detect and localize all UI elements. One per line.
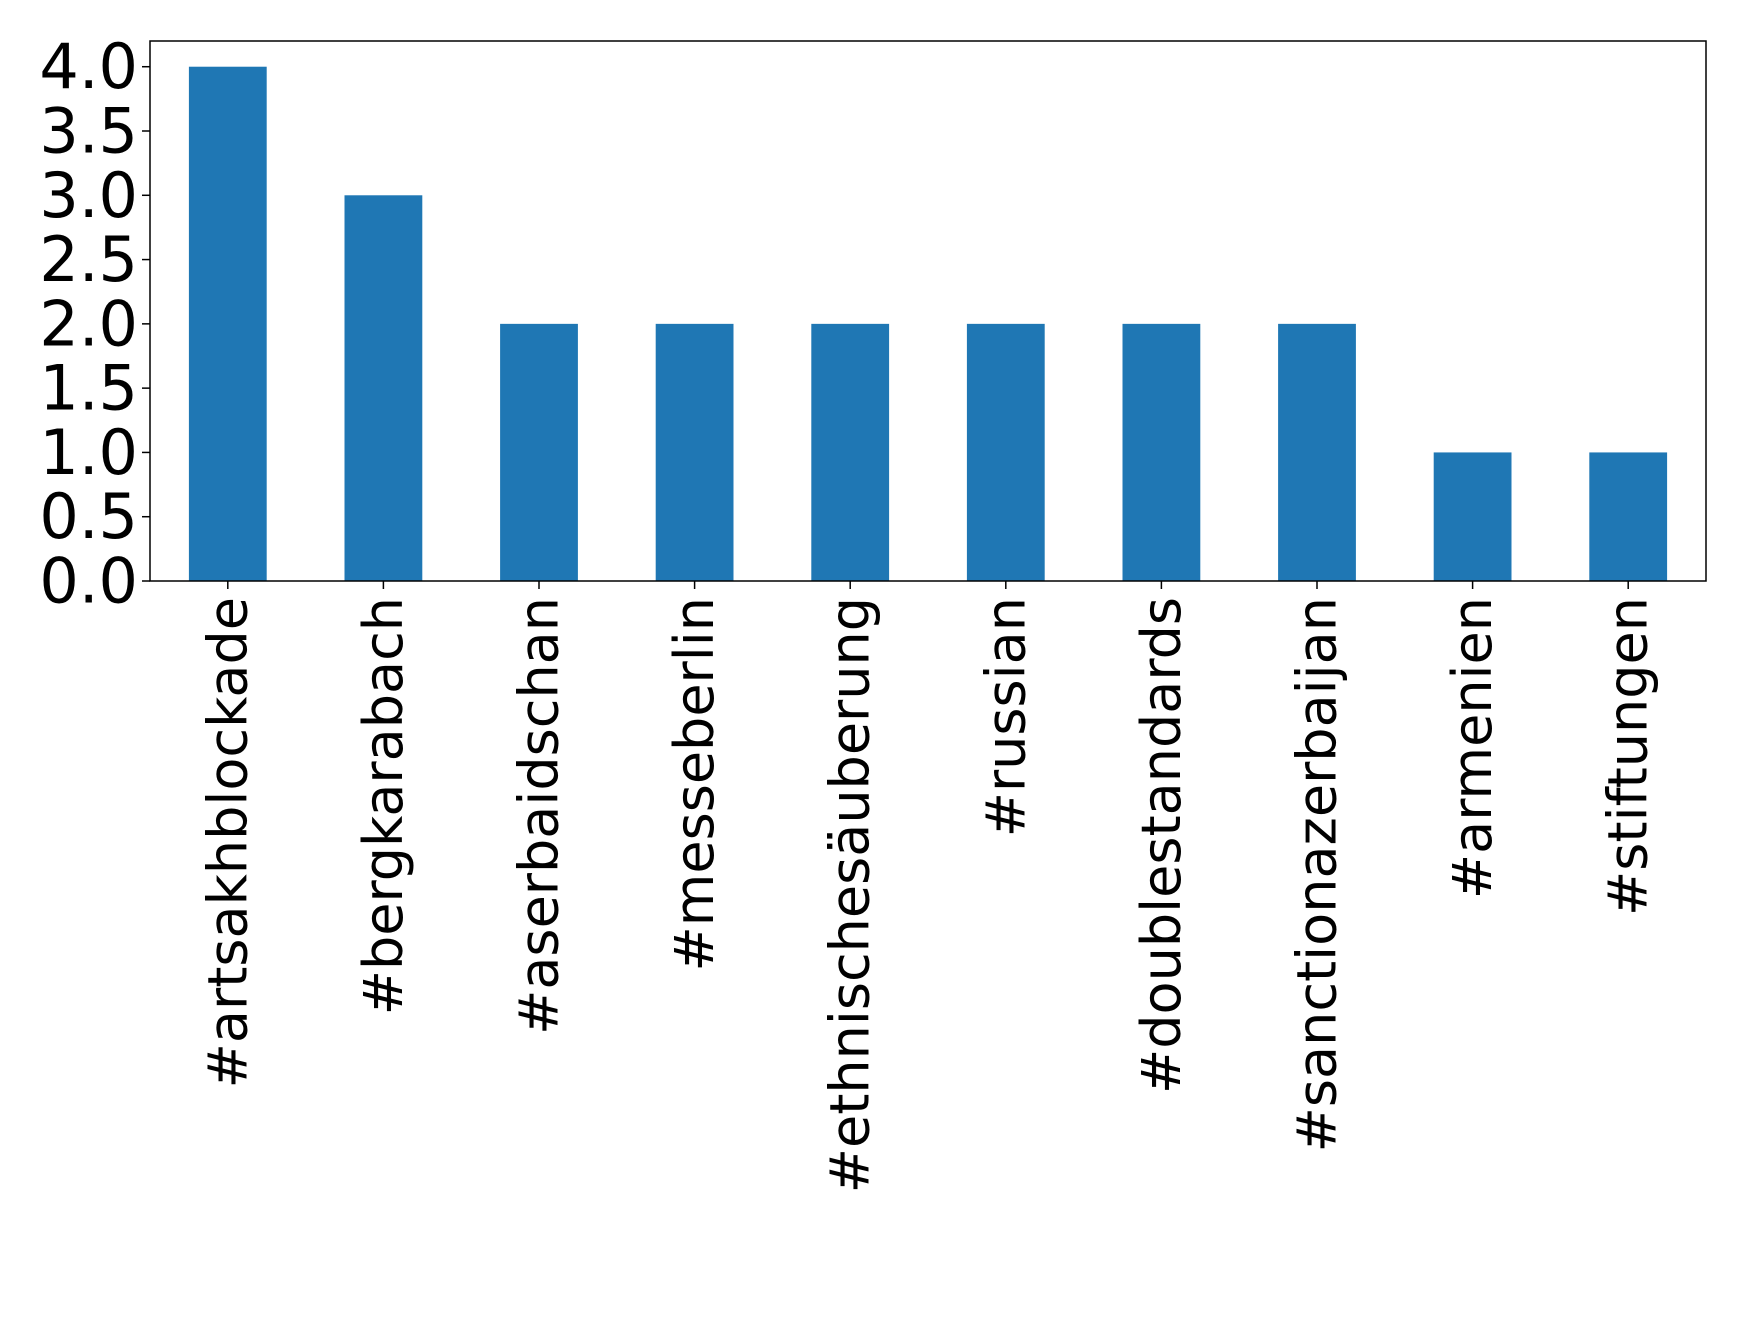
y-tick-label: 1.5: [39, 352, 138, 425]
bar-bergkarabach: [344, 195, 423, 582]
y-tick-label: 0.0: [39, 545, 138, 618]
x-tick-label: #bergkarabach: [352, 597, 415, 1015]
y-tick-label: 1.0: [39, 416, 138, 489]
x-tick-label: #artsakhblockade: [196, 597, 259, 1088]
bar-russian: [966, 323, 1045, 581]
y-tick-label: 2.5: [39, 223, 138, 296]
y-tick-label: 0.5: [39, 480, 138, 553]
y-tick-label: 3.0: [39, 159, 138, 232]
x-tick-label: #ethnischesäuberung: [819, 597, 882, 1193]
bar-sanctionazerbaijan: [1278, 323, 1356, 581]
x-tick-label: #aserbaidschan: [508, 597, 571, 1035]
bar-stiftungen: [1589, 452, 1668, 581]
bar-armenien: [1433, 452, 1512, 581]
bar-artsakhblockade: [188, 66, 267, 581]
plot-frame: [149, 40, 1707, 582]
bar-messeberlin: [655, 323, 734, 581]
y-tick-label: 3.5: [39, 95, 138, 168]
bar-ethnischesäuberung: [811, 323, 890, 581]
y-axis: 0.00.51.01.52.02.53.03.54.0: [39, 30, 150, 618]
bar-doublestandards: [1122, 323, 1201, 581]
x-tick-label: #doublestandards: [1130, 597, 1193, 1094]
bars-layer: [188, 66, 1668, 582]
x-tick-label: #russian: [974, 597, 1037, 837]
x-axis: #artsakhblockade #bergkarabach #aserbaidsc…: [196, 581, 1660, 1193]
x-tick-label: #armenien: [1441, 597, 1504, 899]
x-tick-label: #messeberlin: [663, 597, 726, 972]
y-tick-label: 4.0: [39, 30, 138, 103]
y-tick-label: 2.0: [39, 287, 138, 360]
x-tick-label: #sanctionazerbaijan: [1286, 597, 1349, 1152]
bar-aserbaidschan: [500, 323, 578, 581]
x-tick-label: #stiftungen: [1597, 597, 1660, 916]
